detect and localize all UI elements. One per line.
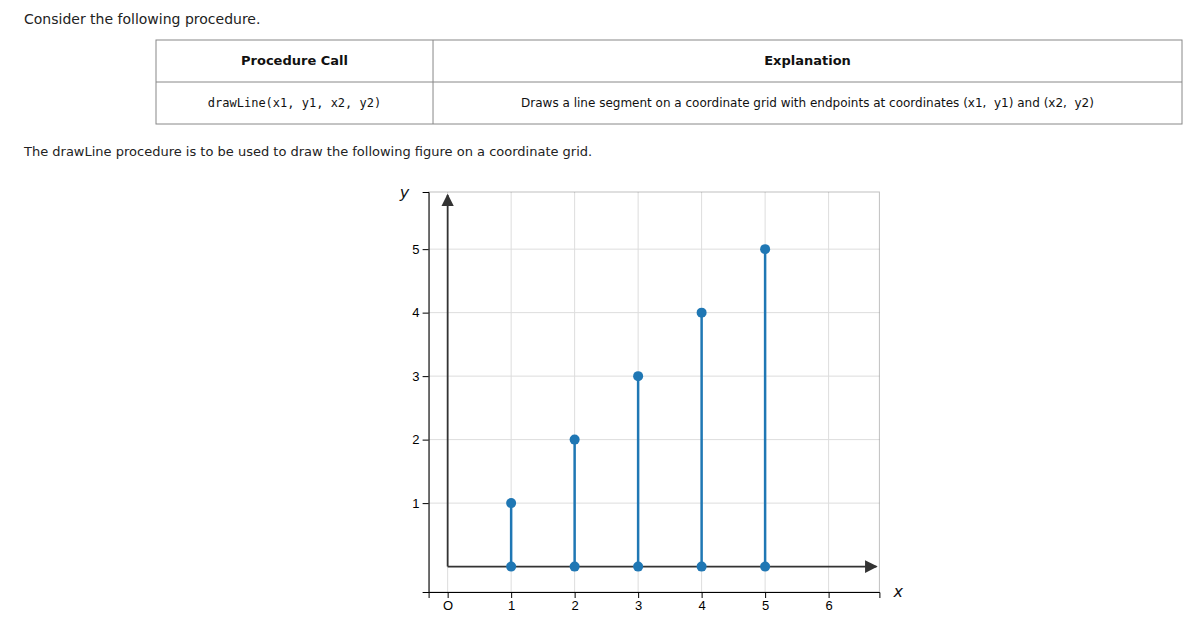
grid-line [701,192,702,592]
tick: 5 [762,592,769,613]
tick-label: 4 [412,305,419,320]
stem-base-dot [506,562,516,572]
tick: 1 [412,496,428,511]
table-header: Procedure Call [241,53,348,68]
tick-label: 2 [572,598,579,613]
x-axis-title: x [892,582,903,601]
y-axis: 1 2 3 4 5 [412,193,429,593]
tick-mark [511,592,512,598]
tick: 1 [508,592,515,613]
grid-line [828,192,829,592]
stem [764,249,767,566]
axis-domain [429,593,880,599]
tick-mark [423,440,429,441]
stem [637,376,640,566]
x-axis: O 1 2 3 4 5 6 [429,592,880,613]
tick-label: 1 [508,598,515,613]
stem-base-dot [760,562,770,572]
tick: 3 [635,592,642,613]
tick-label: 2 [412,432,419,447]
table: Procedure Call Explanation drawLine(x1, y1… [156,40,1182,124]
stem-base-dot [633,562,643,572]
table-cell: drawLine(x1, y1, x2, y2) [208,96,381,110]
stem [700,313,703,567]
tick-label: 1 [412,496,419,511]
tick: 5 [412,242,428,257]
tick-mark [423,249,429,250]
tick-mark [423,503,429,504]
grid-line [574,192,575,592]
tick: 2 [412,432,428,447]
marks [506,244,770,571]
tick: 4 [699,592,706,613]
stem-tip-dot [506,498,516,508]
tick-label: 5 [412,242,419,257]
tick-mark [423,376,429,377]
table-border [156,40,1182,124]
grid-line [638,192,639,592]
table-header: Explanation [764,53,851,68]
tick-mark [448,592,449,598]
tick: 3 [412,369,428,384]
stem-base-dot [697,562,707,572]
stem [510,503,513,566]
grid-line [511,192,512,592]
tick: 6 [825,592,832,613]
stem-tip-dot [633,371,643,381]
grid-line [429,249,880,250]
subtitle: The drawLine procedure is to be used to … [23,144,592,159]
stem-base-dot [570,562,580,572]
grid-line [429,376,880,377]
tick-mark [638,592,639,598]
y-axis-title: y [399,183,410,202]
stem [573,440,576,567]
stem-tip-dot [570,435,580,445]
tick-label: 3 [412,369,419,384]
table-cell: Draws a line segment on a coordinate gri… [521,96,1094,110]
tick-label: 6 [825,598,832,613]
tick-label: 4 [699,598,706,613]
tick-mark [575,592,576,598]
grid [429,192,880,592]
tick-mark [765,592,766,598]
tick: O [443,592,453,613]
grid-line [429,503,880,504]
tick-mark [423,313,429,314]
grid-line [429,439,880,440]
tick-mark [829,592,830,598]
chart: Consider the following procedure. Procedu… [0,0,1200,635]
tick: 2 [572,592,579,613]
table-divider [156,82,1182,83]
origin-axis-y [447,195,449,567]
title: Consider the following procedure. [24,11,260,27]
grid-line [447,192,448,592]
tick-label: 3 [635,598,642,613]
grid-line [429,312,880,313]
stem-tip-dot [697,308,707,318]
tick: 4 [412,305,428,320]
plot-frame [429,192,880,592]
tick-label: 5 [762,598,769,613]
tick-label: O [443,598,453,613]
stem-tip-dot [760,244,770,254]
tick-mark [702,592,703,598]
